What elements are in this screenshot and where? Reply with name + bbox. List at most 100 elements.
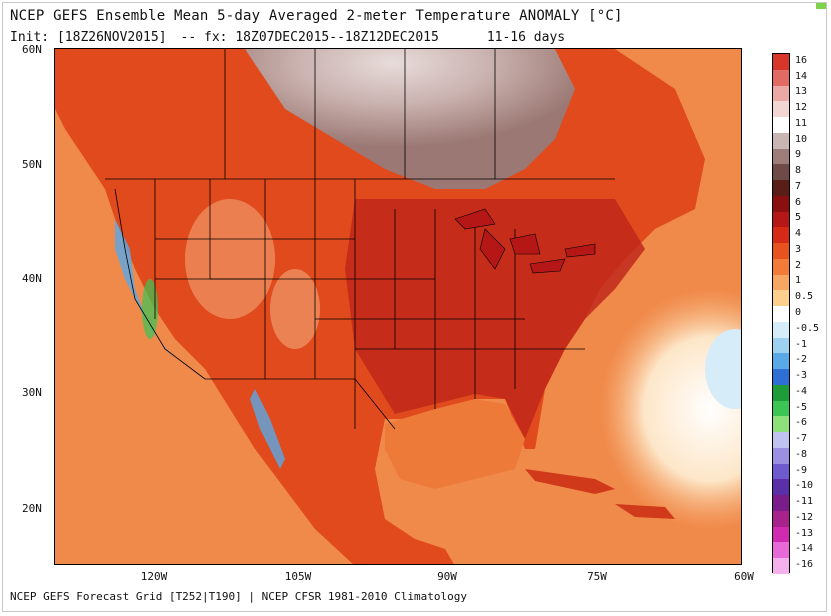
great-lakes	[454, 208, 596, 274]
colorbar-segment	[773, 148, 789, 165]
colorbar-tick-label: 2	[795, 259, 802, 271]
colorbar-segment	[773, 400, 789, 417]
four-corners-anomaly	[270, 269, 320, 349]
colorbar-segment	[773, 369, 789, 386]
colorbar-segment	[773, 463, 789, 480]
canada-neutral-anomaly	[245, 49, 575, 189]
lat-label-20n: 20N	[22, 502, 42, 515]
lead-time: 11-16 days	[486, 30, 566, 45]
colorbar-tick-label: 10	[795, 133, 808, 145]
corner-marker	[816, 3, 826, 9]
colorbar	[772, 53, 790, 575]
political-boundaries	[105, 49, 615, 430]
colorbar-segment	[773, 69, 789, 86]
colorbar-segment	[773, 306, 789, 323]
west-coast-cold-strip	[115, 219, 175, 359]
colorbar-tick-label: -16	[795, 559, 814, 571]
colorbar-tick-label: -1	[795, 338, 808, 350]
colorbar-tick-label: 12	[795, 102, 808, 114]
colorbar-segment	[773, 337, 789, 354]
lon-label-90w: 90W	[437, 570, 457, 583]
mexico-west-cold-strip	[250, 389, 285, 469]
central-valley-anomaly	[142, 279, 158, 339]
colorbar-tick-label: -14	[795, 543, 814, 555]
forecast-window: -- fx: 18Z07DEC2015--18Z12DEC2015	[180, 30, 439, 45]
lat-label-60n: 60N	[22, 43, 42, 56]
colorbar-tick-label: 0	[795, 307, 802, 318]
colorbar-segment	[773, 227, 789, 244]
colorbar-segment	[773, 211, 789, 228]
init-time: Init: [18Z26NOV2015]	[10, 30, 167, 45]
colorbar-tick-label: -4	[795, 385, 808, 397]
lon-label-105w: 105W	[284, 570, 312, 583]
colorbar-segment	[773, 432, 789, 449]
colorbar-segment	[773, 258, 789, 276]
colorbar-segment	[773, 54, 789, 71]
colorbar-tick-label: -5	[795, 401, 808, 413]
colorbar-tick-label: 8	[795, 165, 802, 177]
colorbar-tick-label: -13	[795, 527, 814, 539]
colorbar-segment	[773, 495, 789, 512]
lon-label-120w: 120W	[140, 570, 168, 583]
colorbar-tick-label: 1	[795, 275, 802, 287]
colorbar-tick-label: -8	[795, 448, 808, 460]
colorbar-tick-label: 5	[795, 212, 802, 224]
colorbar-segment	[773, 353, 789, 370]
colorbar-tick-label: 3	[795, 243, 802, 255]
colorbar-tick-label: 4	[795, 228, 802, 240]
colorbar-segment	[773, 180, 789, 197]
forecast-subtitle: Init: [18Z26NOV2015] -- fx: 18Z07DEC2015-…	[10, 30, 579, 45]
colorbar-segment	[773, 195, 789, 213]
colorbar-tick-label: -7	[795, 433, 808, 445]
colorbar-tick-label: 11	[795, 117, 808, 129]
lon-label-60w: 60W	[734, 570, 754, 583]
colorbar-tick-label: -11	[795, 496, 814, 508]
cuba	[525, 469, 615, 494]
colorbar-tick-label: 6	[795, 196, 802, 208]
atlantic-slightly-cold	[705, 329, 741, 409]
hispaniola	[615, 504, 675, 519]
colorbar-segment	[773, 243, 789, 260]
colorbar-tick-label: 9	[795, 149, 802, 161]
lat-label-30n: 30N	[22, 386, 42, 399]
colorbar-segment	[773, 164, 789, 181]
colorbar-segment	[773, 321, 789, 339]
colorbar-segment	[773, 101, 789, 118]
colorbar-segment	[773, 132, 789, 150]
colorbar-segment	[773, 526, 789, 543]
colorbar-segment	[773, 85, 789, 102]
colorbar-tick-label: 14	[795, 70, 808, 82]
colorbar-segment	[773, 384, 789, 402]
colorbar-segment	[773, 447, 789, 465]
colorbar-segment	[773, 510, 789, 528]
lat-label-50n: 50N	[22, 158, 42, 171]
gulf-of-mexico	[385, 399, 525, 489]
colorbar-tick-label: 7	[795, 180, 802, 192]
colorbar-segment	[773, 558, 789, 575]
colorbar-segment	[773, 290, 789, 307]
colorbar-tick-label: -0.5	[795, 322, 820, 334]
footer-credits: NCEP GEFS Forecast Grid [T252|T190] | NC…	[10, 590, 467, 603]
colorbar-segment	[773, 117, 789, 134]
colorbar-tick-label: 0.5	[795, 291, 814, 303]
colorbar-tick-label: 16	[795, 54, 808, 66]
map-canvas	[55, 49, 741, 564]
colorbar-segment	[773, 542, 789, 559]
colorbar-tick-label: -9	[795, 464, 808, 476]
lon-label-75w: 75W	[587, 570, 607, 583]
colorbar-tick-label: -2	[795, 354, 808, 366]
colorbar-segment	[773, 416, 789, 433]
colorbar-tick-label: -10	[795, 480, 814, 492]
atlantic-cool-anomaly	[600, 289, 741, 529]
colorbar-tick-label: -3	[795, 370, 808, 382]
anomaly-map	[54, 48, 742, 565]
colorbar-segment	[773, 479, 789, 496]
rockies-mixed-anomaly	[185, 199, 275, 319]
colorbar-tick-label: -12	[795, 511, 814, 523]
lat-label-40n: 40N	[22, 272, 42, 285]
colorbar-tick-label: 13	[795, 86, 808, 98]
map-title: NCEP GEFS Ensemble Mean 5-day Averaged 2…	[10, 8, 623, 24]
colorbar-tick-label: -6	[795, 417, 808, 429]
colorbar-segment	[773, 274, 789, 291]
